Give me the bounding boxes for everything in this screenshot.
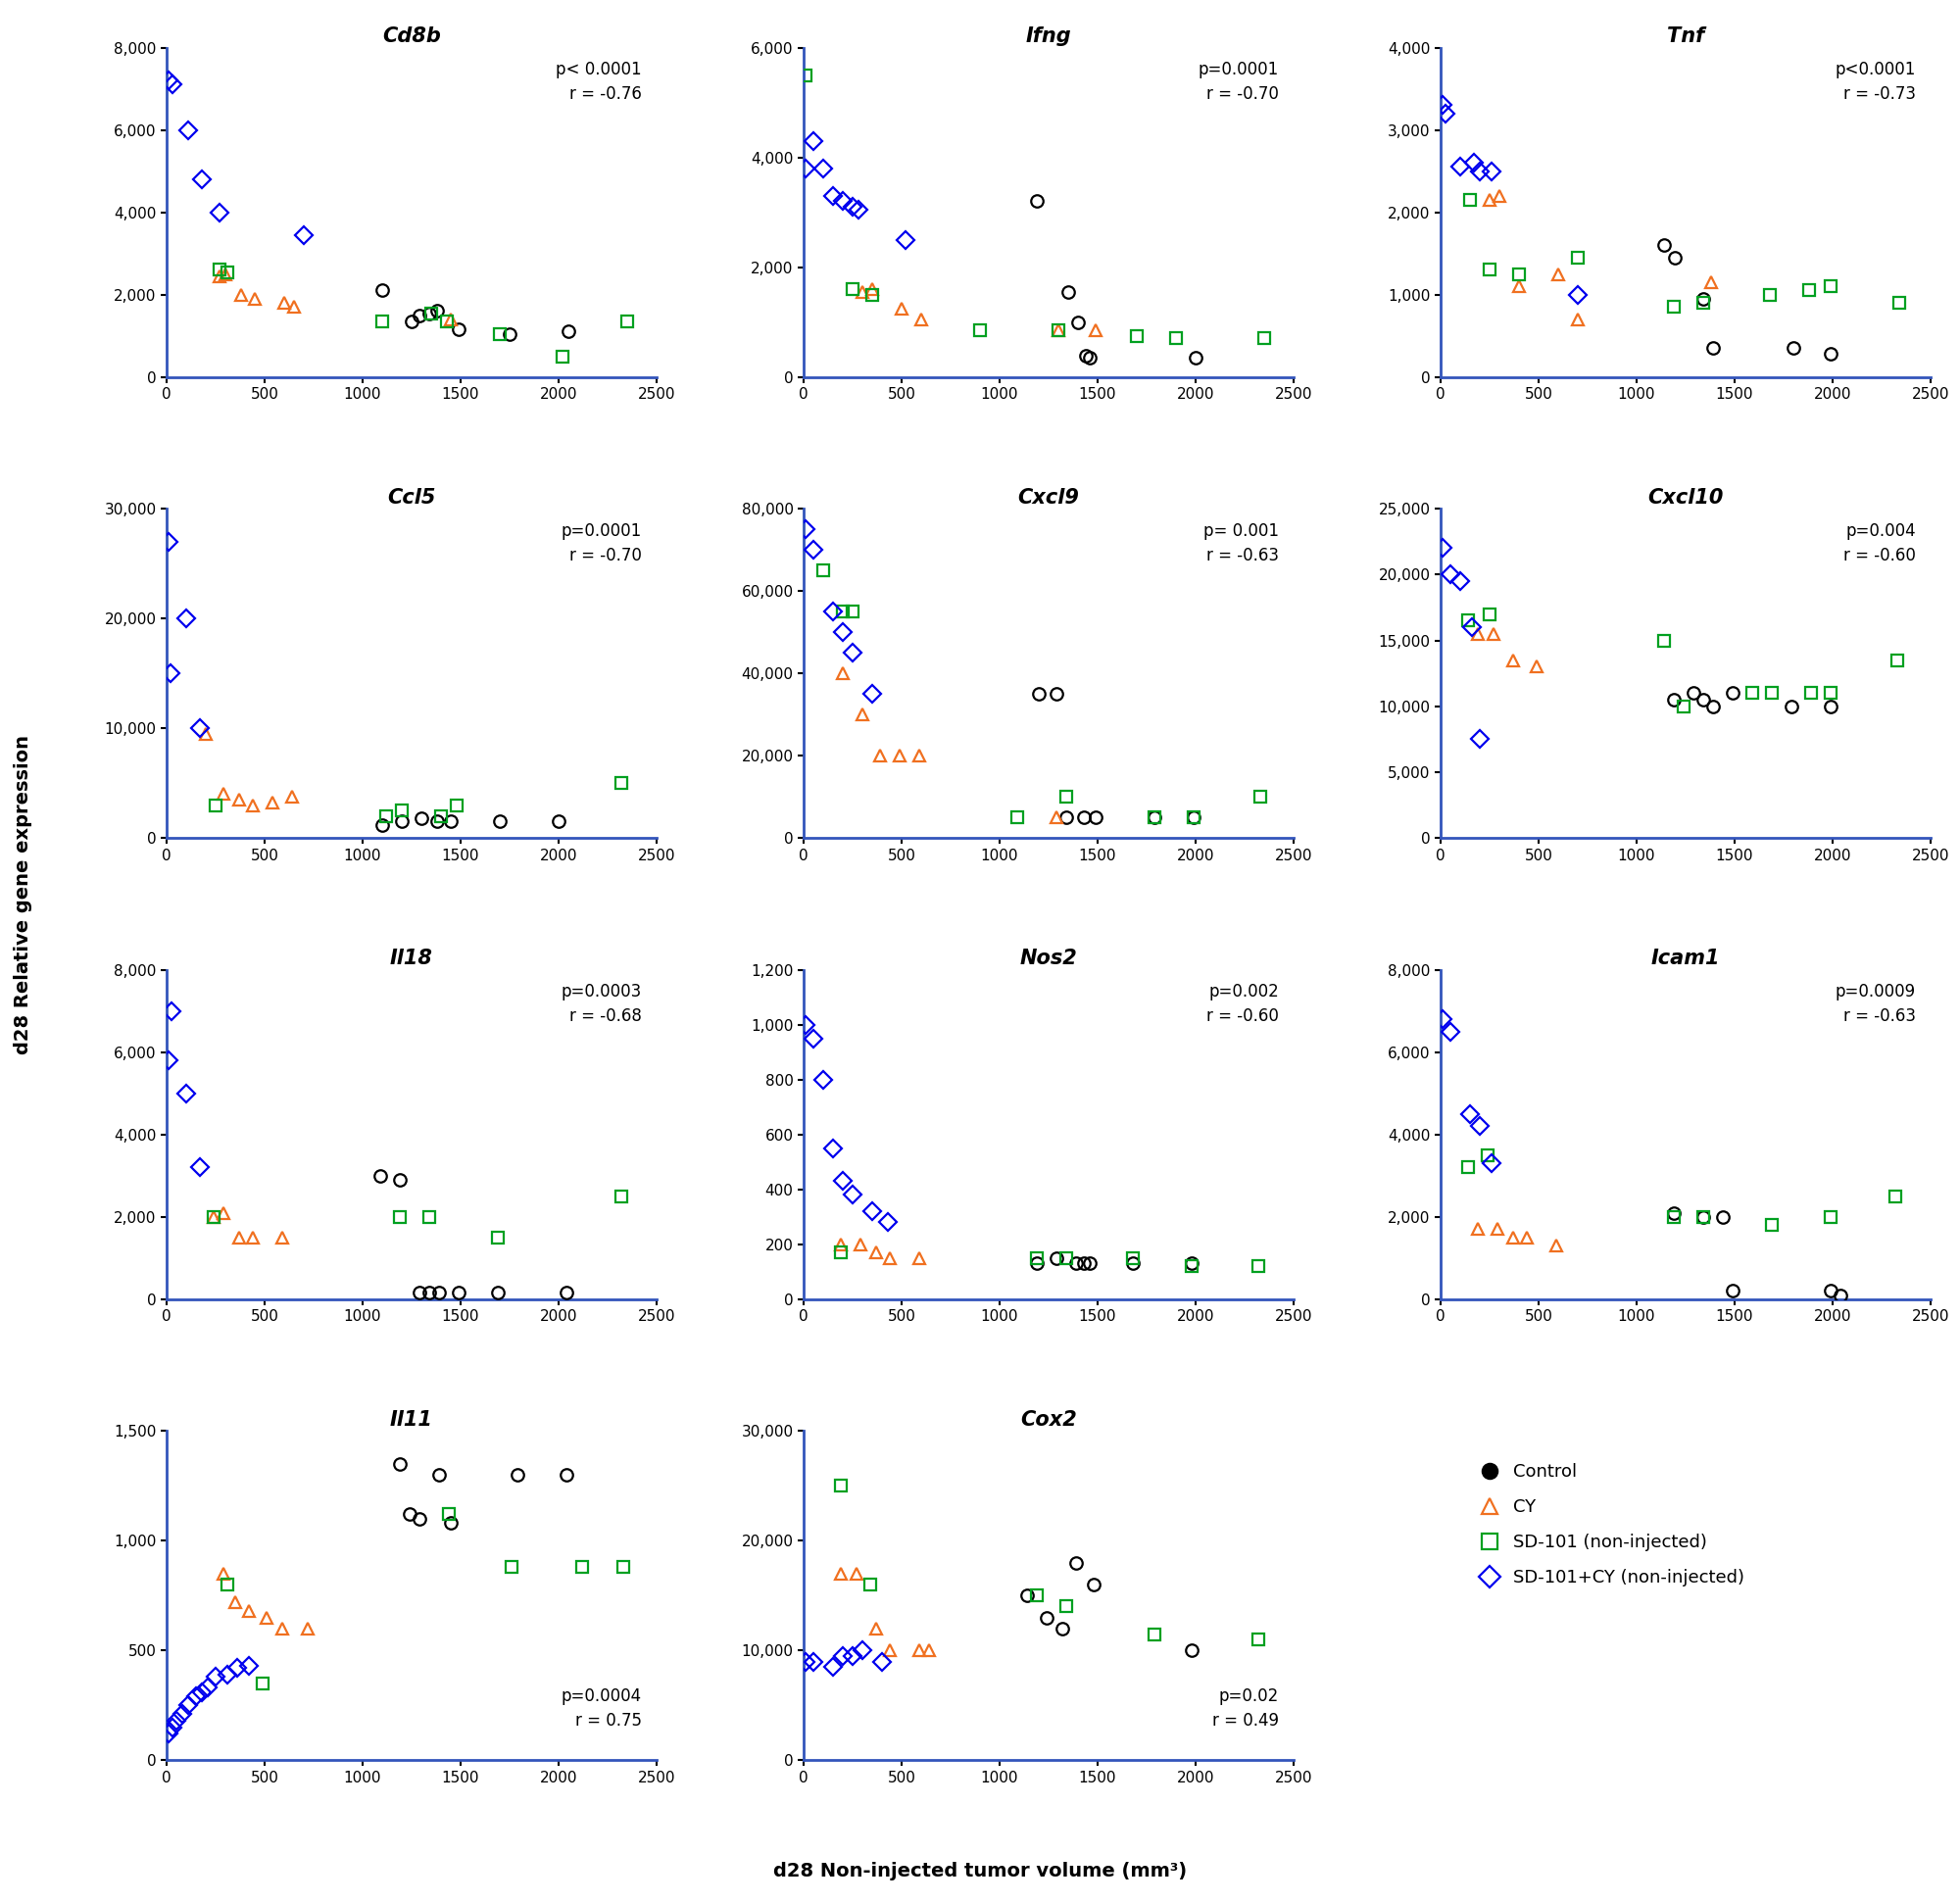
Title: Ccl5: Ccl5 (388, 487, 435, 508)
Text: p=0.0001
r = -0.70: p=0.0001 r = -0.70 (561, 521, 643, 563)
Title: Ifng: Ifng (1025, 27, 1072, 46)
Text: p=0.02
r = 0.49: p=0.02 r = 0.49 (1211, 1688, 1278, 1730)
Title: Cox2: Cox2 (1021, 1410, 1076, 1429)
Title: Cxcl9: Cxcl9 (1017, 487, 1080, 508)
Title: Icam1: Icam1 (1650, 950, 1721, 969)
Title: Nos2: Nos2 (1019, 950, 1078, 969)
Title: Il18: Il18 (390, 950, 433, 969)
Text: p=0.004
r = -0.60: p=0.004 r = -0.60 (1844, 521, 1915, 563)
Text: p=0.002
r = -0.60: p=0.002 r = -0.60 (1207, 984, 1278, 1026)
Title: Cd8b: Cd8b (382, 27, 441, 46)
Text: p<0.0001
r = -0.73: p<0.0001 r = -0.73 (1835, 61, 1915, 103)
Title: Tnf: Tnf (1666, 27, 1705, 46)
Text: d28 Relative gene expression: d28 Relative gene expression (14, 735, 33, 1054)
Text: p=0.0004
r = 0.75: p=0.0004 r = 0.75 (561, 1688, 643, 1730)
Legend: Control, CY, SD-101 (non-injected), SD-101+CY (non-injected): Control, CY, SD-101 (non-injected), SD-1… (1474, 1456, 1750, 1595)
Text: p< 0.0001
r = -0.76: p< 0.0001 r = -0.76 (557, 61, 643, 103)
Text: p=0.0009
r = -0.63: p=0.0009 r = -0.63 (1835, 984, 1915, 1026)
Title: Cxcl10: Cxcl10 (1648, 487, 1723, 508)
Text: p=0.0001
r = -0.70: p=0.0001 r = -0.70 (1198, 61, 1278, 103)
Title: Il11: Il11 (390, 1410, 433, 1429)
Text: p=0.0003
r = -0.68: p=0.0003 r = -0.68 (561, 984, 643, 1026)
Text: d28 Non-injected tumor volume (mm³): d28 Non-injected tumor volume (mm³) (772, 1861, 1188, 1880)
Text: p= 0.001
r = -0.63: p= 0.001 r = -0.63 (1203, 521, 1278, 563)
